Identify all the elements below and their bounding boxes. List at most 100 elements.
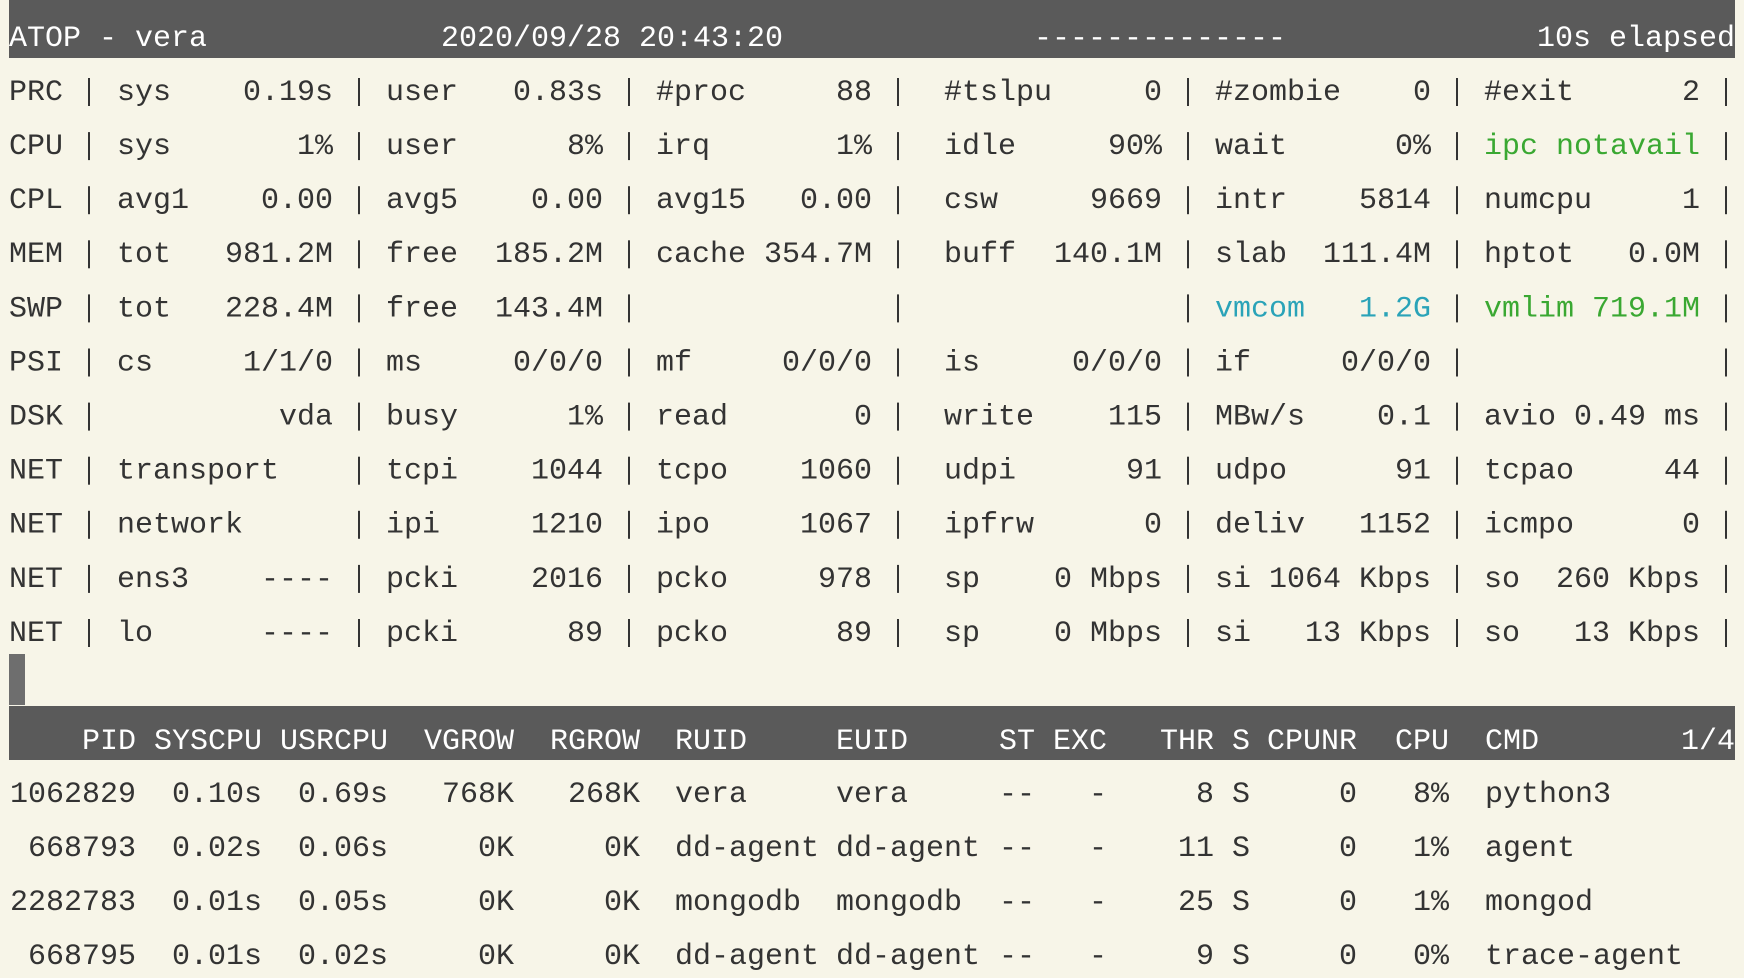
field-key: numcpu [1484, 184, 1592, 218]
process-cell: 0 [1339, 832, 1357, 866]
process-cell: dd-agent [836, 832, 980, 866]
field-key: is [944, 346, 980, 380]
column-header: RGROW [550, 725, 640, 759]
field-value: 89 [836, 617, 872, 651]
process-cell: 0 [1339, 886, 1357, 920]
field-key: MBw/s [1215, 401, 1305, 435]
field-key: mf [656, 346, 692, 380]
process-cell: 0.05s [298, 886, 388, 920]
row-label: NET [9, 563, 63, 597]
process-cell: agent [1485, 832, 1575, 866]
cursor [9, 654, 25, 705]
process-header-bar [9, 706, 1735, 760]
field-key: #proc [656, 76, 746, 110]
field-key: free [386, 238, 458, 272]
field-key: ipfrw [944, 509, 1034, 543]
field-value: 0 [1682, 509, 1700, 543]
field-key: ens3 [117, 563, 189, 597]
field-key: pcki [386, 563, 458, 597]
field-value: 1.2G [1359, 292, 1431, 326]
field-value: 1152 [1359, 509, 1431, 543]
field-key: slab [1215, 238, 1287, 272]
dashes: -------------- [1034, 22, 1286, 56]
field-value: 8% [567, 130, 604, 164]
process-cell: dd-agent [675, 832, 819, 866]
field-value: 1210 [531, 509, 603, 543]
page-indicator: 1/4 [1681, 725, 1735, 759]
field-key: avg1 [117, 184, 189, 218]
field-key: user [386, 130, 458, 164]
field-key: intr [1215, 184, 1287, 218]
process-cell: 2282783 [10, 886, 136, 920]
process-cell: 0% [1413, 940, 1450, 974]
process-cell: 0.02s [172, 832, 262, 866]
process-cell: trace-agent [1485, 940, 1683, 974]
process-cell: 1% [1413, 886, 1450, 920]
field-key: #tslpu [944, 76, 1052, 110]
process-cell: 0K [604, 886, 640, 920]
field-key: vmlim [1484, 292, 1574, 326]
field-key: avg15 [656, 184, 746, 218]
field-key: lo [117, 617, 153, 651]
process-cell: - [1089, 778, 1107, 812]
field-key: avio [1484, 401, 1556, 435]
field-key: buff [944, 238, 1016, 272]
row-label: PSI [9, 346, 63, 380]
row-label: NET [9, 455, 63, 489]
field-key: sys [117, 76, 171, 110]
process-cell: dd-agent [836, 940, 980, 974]
field-value: 2016 [531, 563, 603, 597]
field-value: 0.00 [261, 184, 333, 218]
process-cell: -- [999, 832, 1035, 866]
field-value: 0/0/0 [1072, 346, 1162, 380]
process-cell: S [1232, 832, 1250, 866]
process-cell: S [1232, 886, 1250, 920]
field-key: busy [386, 401, 458, 435]
field-key: avg5 [386, 184, 458, 218]
process-cell: 0K [478, 832, 514, 866]
field-key: tot [117, 238, 171, 272]
process-cell: 9 [1196, 940, 1214, 974]
field-key: ms [386, 346, 422, 380]
field-value: 1% [297, 130, 334, 164]
field-value: 0 Mbps [1054, 617, 1162, 651]
field-value: 13 Kbps [1574, 617, 1700, 651]
process-cell: 0 [1339, 940, 1357, 974]
field-key: pcko [656, 563, 728, 597]
process-cell: S [1232, 778, 1250, 812]
field-value: 0 [1413, 76, 1431, 110]
field-key: transport [117, 455, 279, 489]
field-key: tcpi [386, 455, 458, 489]
field-key: free [386, 292, 458, 326]
field-key: si [1215, 617, 1251, 651]
process-cell: 8% [1413, 778, 1450, 812]
field-value: 228.4M [225, 292, 333, 326]
field-value: 91 [1395, 455, 1431, 489]
field-key: tcpo [656, 455, 728, 489]
process-cell: 0.01s [172, 940, 262, 974]
field-key: deliv [1215, 509, 1305, 543]
field-value: 260 Kbps [1556, 563, 1700, 597]
field-key: sp [944, 617, 980, 651]
field-value: 1067 [800, 509, 872, 543]
field-key: #zombie [1215, 76, 1341, 110]
column-header: RUID [675, 725, 747, 759]
field-value: 0/0/0 [1341, 346, 1431, 380]
row-label: PRC [9, 76, 63, 110]
field-value: 1044 [531, 455, 603, 489]
field-value: 0/0/0 [782, 346, 872, 380]
process-cell: 0K [478, 886, 514, 920]
process-cell: 11 [1178, 832, 1214, 866]
process-cell: - [1089, 832, 1107, 866]
process-cell: 0.10s [172, 778, 262, 812]
field-key: pcki [386, 617, 458, 651]
field-value: 354.7M [764, 238, 872, 272]
process-cell: 768K [442, 778, 514, 812]
process-cell: 0K [604, 832, 640, 866]
field-value: 44 [1664, 455, 1700, 489]
field-key: ipo [656, 509, 710, 543]
process-cell: 0.01s [172, 886, 262, 920]
process-cell: 0K [478, 940, 514, 974]
field-key: so [1484, 563, 1520, 597]
process-cell: 668793 [28, 832, 136, 866]
